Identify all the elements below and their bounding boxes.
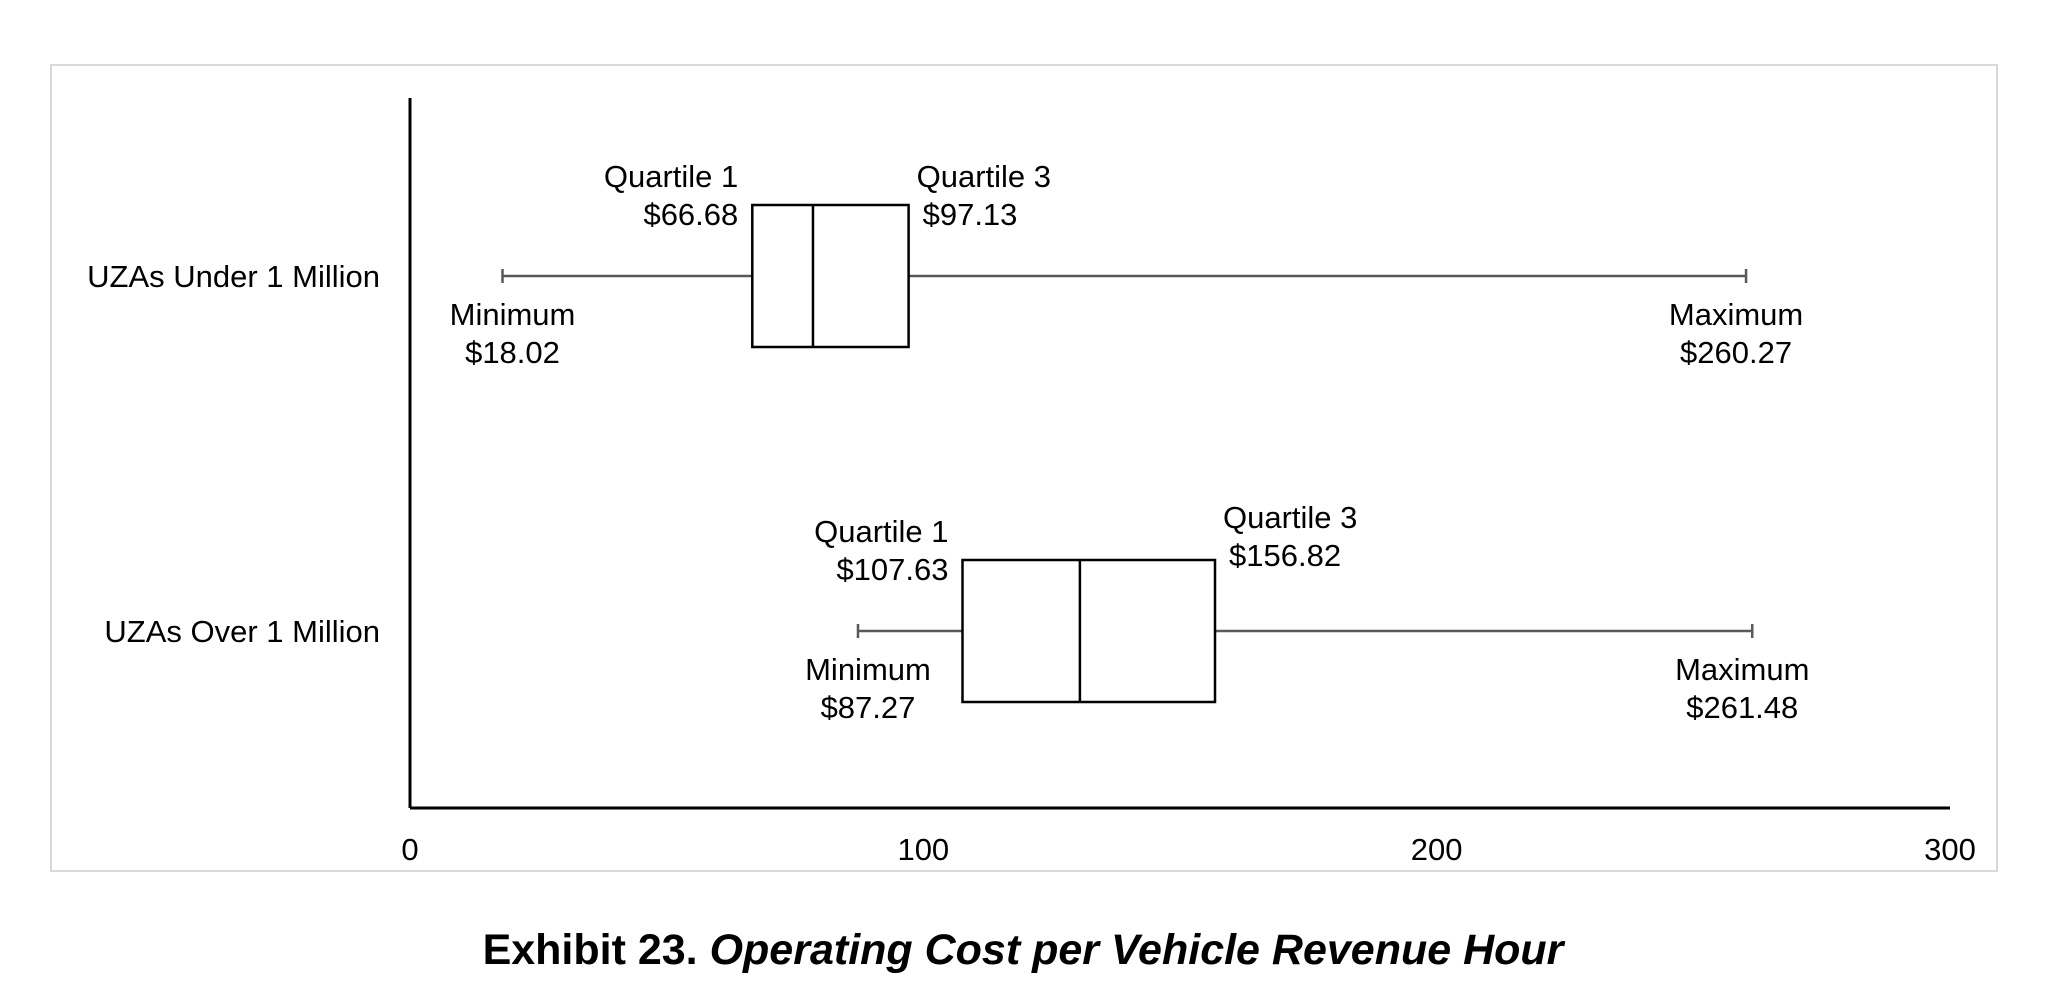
caption-label: Exhibit 23. — [482, 926, 698, 974]
category-label: UZAs Under 1 Million — [87, 259, 380, 294]
max-label: Maximum — [1669, 297, 1803, 332]
x-tick-label: 100 — [897, 832, 949, 867]
min-label: Minimum — [450, 297, 576, 332]
q1-label: Quartile 1 — [814, 514, 948, 549]
min-value: $87.27 — [821, 690, 916, 725]
boxplot-chart: 0 100 200 300 UZAs Under 1 Million Quartile 1… — [87, 98, 1976, 867]
x-tick-label: 200 — [1411, 832, 1463, 867]
q3-label: Quartile 3 — [917, 159, 1051, 194]
q3-value: $97.13 — [923, 197, 1018, 232]
exhibit-caption: Exhibit 23. Operating Cost per Vehicle R… — [0, 925, 2046, 975]
caption-title: Operating Cost per Vehicle Revenue Hour — [709, 926, 1564, 974]
q1-value: $66.68 — [643, 197, 738, 232]
q1-label: Quartile 1 — [604, 159, 738, 194]
chart-area — [50, 64, 1998, 872]
iqr-box — [751, 203, 910, 349]
max-value: $261.48 — [1686, 690, 1798, 725]
min-label: Minimum — [805, 652, 931, 687]
max-label: Maximum — [1675, 652, 1809, 687]
q1-value: $107.63 — [836, 552, 948, 587]
x-tick-label: 0 — [401, 832, 418, 867]
q3-value: $156.82 — [1229, 538, 1341, 573]
x-tick-label: 300 — [1924, 832, 1976, 867]
iqr-box — [961, 558, 1217, 704]
q3-label: Quartile 3 — [1223, 500, 1357, 535]
category-label: UZAs Over 1 Million — [104, 614, 380, 649]
max-value: $260.27 — [1680, 335, 1792, 370]
min-value: $18.02 — [465, 335, 560, 370]
